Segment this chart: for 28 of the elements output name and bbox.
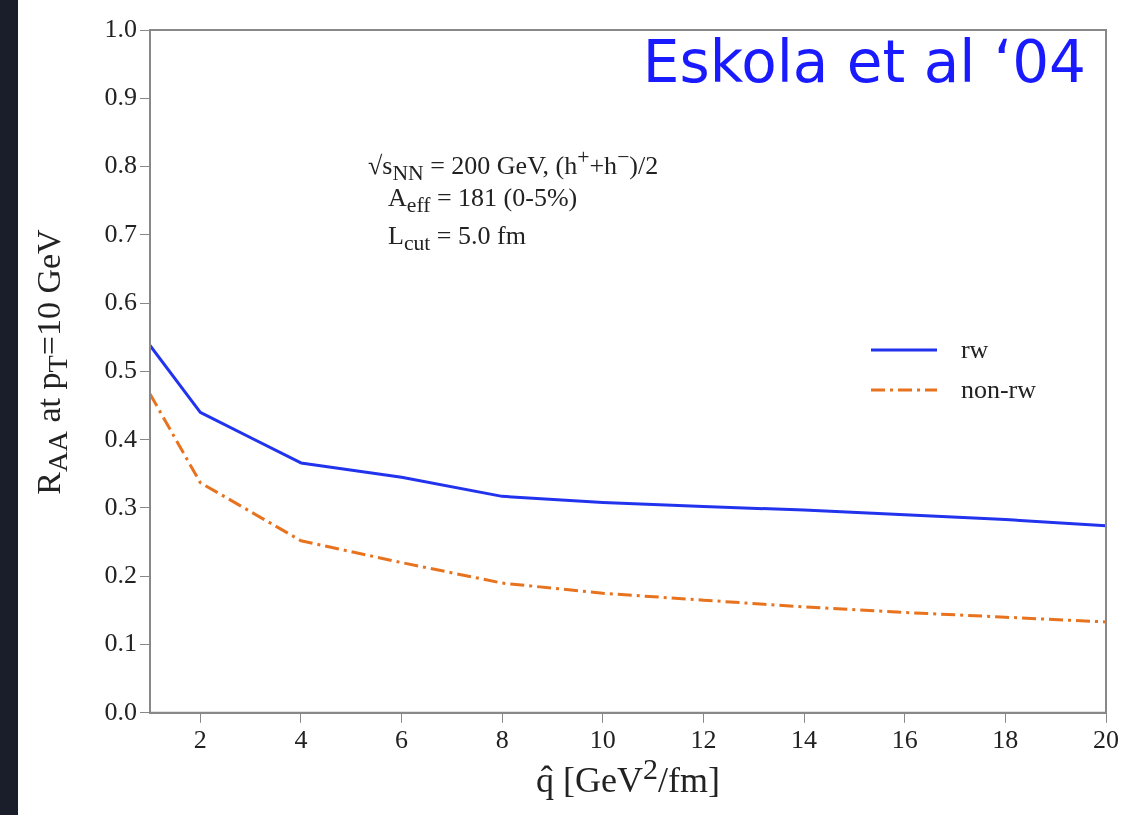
y-tick-label: 0.1: [104, 628, 137, 658]
annotation: L$_{cut}$ = 5.0 fm: [388, 221, 526, 257]
y-tick-label: 0.2: [104, 560, 137, 590]
x-tick-label: 4: [294, 725, 308, 755]
x-tick-label: 12: [690, 725, 717, 755]
y-tick-label: 0.3: [104, 491, 137, 521]
legend-label: rw: [960, 335, 989, 365]
x-tick-label: 8: [495, 725, 509, 755]
x-tick-label: 18: [992, 725, 1019, 755]
x-axis-title: q̂ [GeV$^{2}$/fm]: [536, 752, 720, 800]
y-tick-label: 0.0: [104, 696, 137, 726]
annotation: A$_{eff}$ = 181 (0-5%): [388, 183, 578, 219]
x-tick-label: 20: [1093, 725, 1119, 755]
y-tick-label: 0.7: [104, 218, 137, 248]
x-tick-label: 14: [791, 725, 818, 755]
y-tick-label: 0.4: [104, 423, 137, 453]
y-tick-label: 0.8: [104, 150, 137, 180]
annotation: Eskola et al ‘04: [642, 28, 1086, 96]
annotation: √s$_{NN}$ = 200 GeV, (h$^{+}$+h$^{−}$)/2: [368, 145, 659, 185]
y-tick-label: 0.5: [104, 355, 137, 385]
y-tick-label: 0.9: [104, 82, 137, 112]
x-tick-label: 2: [193, 725, 207, 755]
x-tick-label: 6: [395, 725, 409, 755]
legend-label: non-rw: [960, 375, 1036, 405]
y-tick-label: 0.6: [104, 286, 137, 316]
x-tick-label: 16: [891, 725, 918, 755]
x-tick-label: 10: [589, 725, 616, 755]
y-tick-label: 1.0: [104, 13, 137, 43]
